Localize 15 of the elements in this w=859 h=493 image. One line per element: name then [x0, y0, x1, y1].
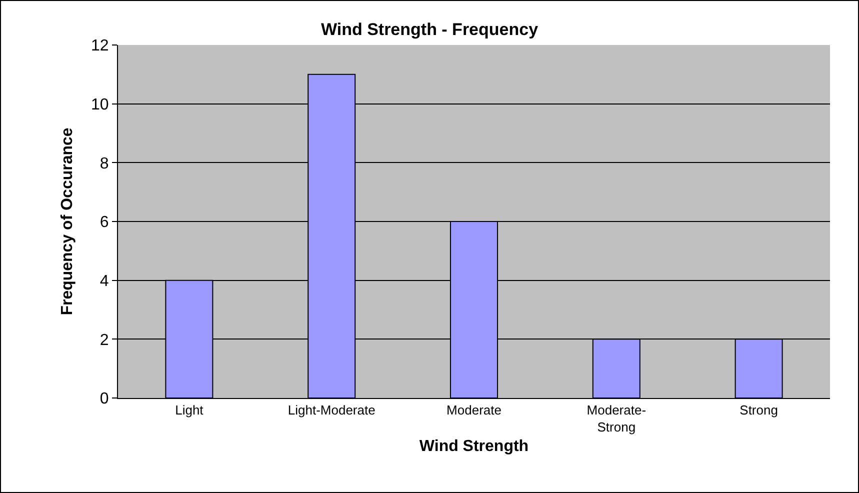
chart-title: Wind Strength - Frequency	[320, 20, 539, 39]
x-tick-label: Moderate- Strong	[586, 402, 646, 434]
y-tick-label: 10	[91, 96, 109, 114]
y-tick-label: 6	[100, 214, 109, 232]
y-tick-label: 8	[100, 155, 109, 172]
y-tick-label: 4	[100, 272, 109, 290]
y-tick-label: 2	[100, 332, 109, 349]
x-tick-label: Light	[175, 402, 204, 418]
y-tick-label: 12	[91, 38, 109, 55]
y-tick-label: 0	[100, 390, 109, 408]
x-axis-title: Wind Strength	[419, 438, 529, 456]
x-tick-label: Strong	[740, 402, 778, 418]
y-axis-title: Frequency of Occurance	[58, 128, 76, 316]
x-tick-label: Light-Moderate	[288, 402, 376, 418]
x-tick-label: Moderate	[446, 402, 502, 418]
